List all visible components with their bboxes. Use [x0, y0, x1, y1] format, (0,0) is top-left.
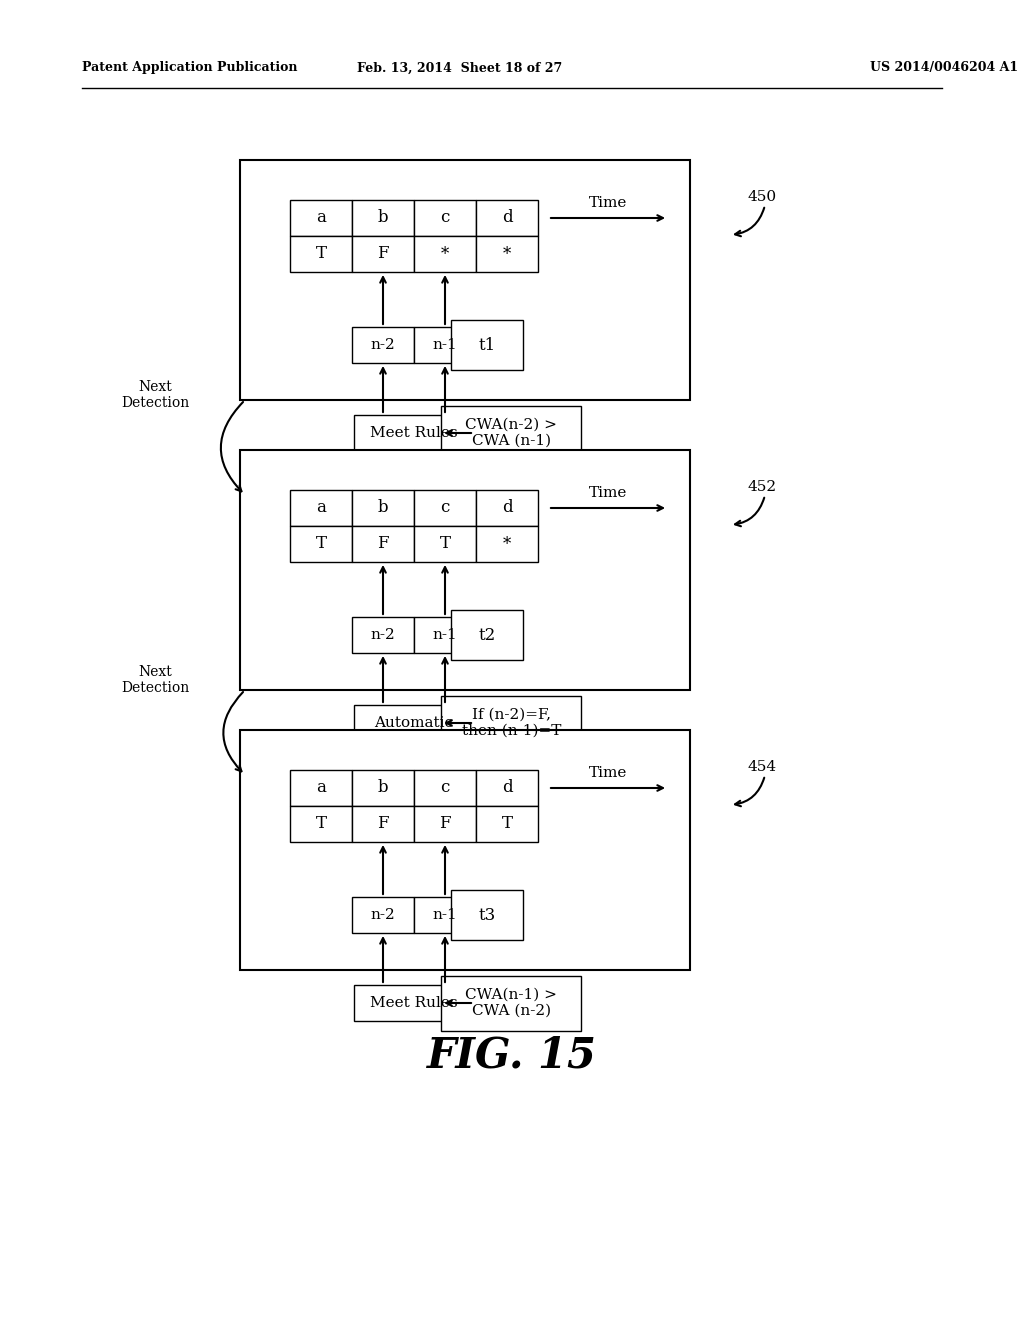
Text: n-2: n-2 — [371, 338, 395, 352]
Text: If (n-2)=F,
then (n-1)=T: If (n-2)=F, then (n-1)=T — [462, 708, 561, 738]
Text: n-2: n-2 — [371, 628, 395, 642]
Text: a: a — [316, 499, 326, 516]
Bar — [452, 890, 523, 940]
Text: Time: Time — [589, 195, 627, 210]
Bar — [290, 490, 352, 525]
Bar — [352, 525, 414, 562]
Text: *: * — [441, 246, 450, 263]
Bar — [240, 450, 690, 690]
Bar — [414, 327, 476, 363]
Text: t3: t3 — [478, 907, 496, 924]
Bar — [476, 201, 538, 236]
Text: T: T — [315, 246, 327, 263]
Text: 454: 454 — [748, 760, 777, 774]
Text: Next
Detection: Next Detection — [121, 380, 189, 411]
Text: T: T — [439, 536, 451, 553]
Text: F: F — [377, 816, 389, 833]
Text: CWA(n-1) >
CWA (n-2): CWA(n-1) > CWA (n-2) — [465, 987, 557, 1018]
Bar — [414, 807, 476, 842]
Text: T: T — [315, 816, 327, 833]
Bar — [414, 898, 476, 933]
Text: FIG. 15: FIG. 15 — [427, 1034, 597, 1076]
Bar — [290, 525, 352, 562]
Bar — [290, 236, 352, 272]
Text: n-1: n-1 — [432, 628, 458, 642]
Bar — [441, 975, 582, 1031]
Text: b: b — [378, 499, 388, 516]
Text: Time: Time — [589, 486, 627, 500]
Text: F: F — [377, 536, 389, 553]
Text: c: c — [440, 780, 450, 796]
Bar — [476, 236, 538, 272]
Bar — [290, 807, 352, 842]
Text: b: b — [378, 210, 388, 227]
Bar — [414, 490, 476, 525]
Bar — [354, 414, 474, 451]
Bar — [290, 770, 352, 807]
Bar — [414, 201, 476, 236]
Bar — [414, 616, 476, 653]
Text: d: d — [502, 210, 512, 227]
Text: US 2014/0046204 A1: US 2014/0046204 A1 — [870, 62, 1018, 74]
Text: t1: t1 — [478, 337, 496, 354]
Text: a: a — [316, 210, 326, 227]
Text: n-1: n-1 — [432, 908, 458, 921]
Text: Patent Application Publication: Patent Application Publication — [82, 62, 298, 74]
Text: T: T — [502, 816, 512, 833]
Bar — [441, 696, 582, 751]
Text: t2: t2 — [478, 627, 496, 644]
Text: CWA(n-2) >
CWA (n-1): CWA(n-2) > CWA (n-1) — [465, 418, 557, 447]
Text: Automatic: Automatic — [375, 715, 454, 730]
Text: c: c — [440, 499, 450, 516]
Bar — [240, 730, 690, 970]
Text: c: c — [440, 210, 450, 227]
Bar — [414, 236, 476, 272]
Text: Feb. 13, 2014  Sheet 18 of 27: Feb. 13, 2014 Sheet 18 of 27 — [357, 62, 562, 74]
Bar — [352, 807, 414, 842]
Text: Meet Rules: Meet Rules — [371, 426, 458, 440]
Text: Meet Rules: Meet Rules — [371, 997, 458, 1010]
Bar — [476, 525, 538, 562]
Bar — [352, 327, 414, 363]
Text: *: * — [503, 536, 511, 553]
Text: d: d — [502, 499, 512, 516]
Text: b: b — [378, 780, 388, 796]
Text: 450: 450 — [748, 190, 777, 205]
Bar — [441, 405, 582, 461]
Text: *: * — [503, 246, 511, 263]
Text: n-1: n-1 — [432, 338, 458, 352]
Text: T: T — [315, 536, 327, 553]
Bar — [240, 160, 690, 400]
Bar — [452, 319, 523, 370]
Text: d: d — [502, 780, 512, 796]
Bar — [352, 770, 414, 807]
Bar — [452, 610, 523, 660]
Bar — [290, 201, 352, 236]
Bar — [352, 898, 414, 933]
Text: 452: 452 — [748, 480, 777, 494]
Bar — [476, 770, 538, 807]
Text: a: a — [316, 780, 326, 796]
Text: Next
Detection: Next Detection — [121, 665, 189, 696]
Bar — [414, 525, 476, 562]
Text: n-2: n-2 — [371, 908, 395, 921]
Bar — [414, 770, 476, 807]
Text: F: F — [439, 816, 451, 833]
Bar — [352, 616, 414, 653]
Bar — [476, 807, 538, 842]
Bar — [476, 490, 538, 525]
Bar — [354, 705, 474, 741]
Text: F: F — [377, 246, 389, 263]
Bar — [352, 236, 414, 272]
Bar — [352, 490, 414, 525]
Bar — [354, 985, 474, 1020]
Bar — [352, 201, 414, 236]
Text: Time: Time — [589, 766, 627, 780]
